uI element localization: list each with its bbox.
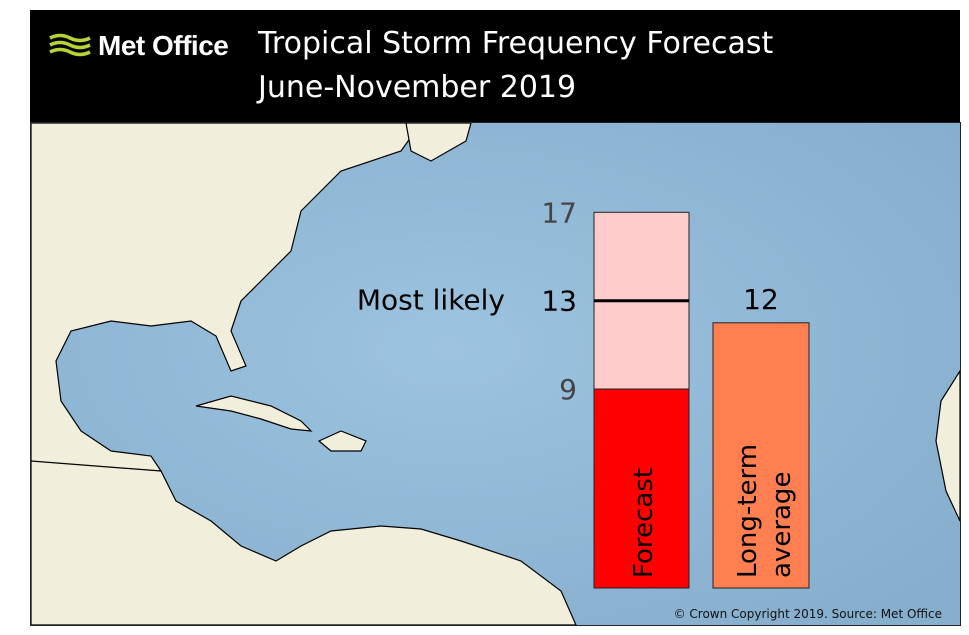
- average-value-label: 12: [743, 283, 779, 316]
- header: Met Office Tropical Storm Frequency Fore…: [30, 10, 960, 122]
- page-subtitle: June-November 2019: [258, 70, 577, 105]
- average-bar-label-1: Long-term: [733, 444, 763, 578]
- forecast-high-label: 17: [541, 196, 577, 229]
- copyright-notice: © Crown Copyright 2019. Source: Met Offi…: [673, 607, 942, 621]
- forecast-bar-label: Forecast: [629, 468, 659, 578]
- most-likely-label: Most likely: [357, 284, 505, 317]
- page-title: Tropical Storm Frequency Forecast: [258, 26, 774, 61]
- average-bar-label-2: average: [767, 472, 797, 578]
- met-office-logo: Met Office: [48, 30, 229, 62]
- average-bar: [712, 322, 810, 589]
- forecast-low-label: 9: [559, 373, 577, 406]
- waves-logo-icon: [49, 33, 91, 57]
- land-masses: [31, 123, 960, 625]
- forecast-low-bar: [593, 388, 690, 589]
- forecast-mid-label: 13: [541, 285, 577, 318]
- logo-text: Met Office: [98, 30, 229, 61]
